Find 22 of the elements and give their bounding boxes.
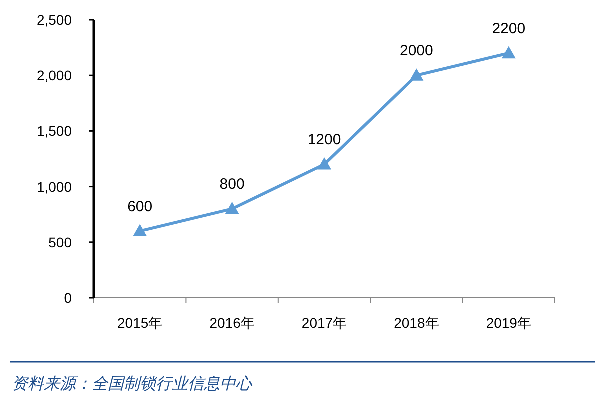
point bbox=[502, 46, 516, 59]
point bbox=[410, 68, 424, 81]
y-tick-label: 1,500 bbox=[36, 123, 72, 140]
x-tick-label: 2019年 bbox=[486, 315, 532, 331]
data-label: 600 bbox=[128, 198, 153, 216]
x-tick-label: 2017年 bbox=[302, 315, 348, 331]
data-label: 800 bbox=[220, 176, 245, 194]
y-tick-label: 1,000 bbox=[36, 178, 72, 195]
x-tick-label: 2015年 bbox=[118, 315, 163, 331]
y-tick-label: 500 bbox=[48, 234, 72, 250]
y-tick-label: 0 bbox=[64, 290, 72, 306]
data-label: 2200 bbox=[492, 20, 526, 38]
text: 资料来源：全国制锁行业信息中心 bbox=[12, 375, 253, 393]
point bbox=[133, 224, 148, 237]
x-tick-label: 2016年 bbox=[210, 315, 255, 331]
data-label: 2000 bbox=[400, 42, 434, 60]
data-label: 1200 bbox=[308, 132, 342, 149]
y-tick-label: 2,000 bbox=[36, 68, 72, 84]
point bbox=[225, 202, 240, 214]
y-tick-label: 2,500 bbox=[36, 12, 72, 28]
point bbox=[318, 158, 332, 170]
x-tick-label: 2018年 bbox=[394, 315, 440, 331]
